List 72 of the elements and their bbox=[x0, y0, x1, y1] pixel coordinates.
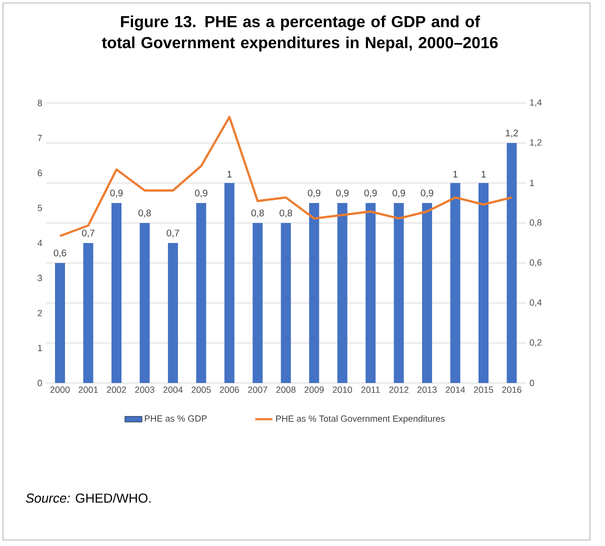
x-tick-label: 2005 bbox=[192, 386, 211, 393]
x-tick-label: 2015 bbox=[474, 386, 494, 393]
bar bbox=[280, 222, 291, 383]
x-tick-label: 2001 bbox=[78, 386, 98, 393]
y-tick-label: 1 bbox=[38, 344, 42, 352]
bar bbox=[394, 202, 404, 383]
y-tick-label: 3 bbox=[38, 274, 42, 282]
data-label: 0,9 bbox=[364, 190, 377, 198]
bar bbox=[337, 202, 348, 383]
bar bbox=[224, 182, 234, 383]
x-tick-label: 2000 bbox=[50, 386, 70, 393]
data-label: 1 bbox=[453, 170, 458, 178]
data-label: 0,8 bbox=[251, 210, 264, 218]
y2-tick-label: 1 bbox=[530, 180, 534, 186]
legend-label: PHE as % GDP bbox=[144, 415, 207, 422]
x-tick-label: 2004 bbox=[163, 386, 183, 393]
data-label: 0,8 bbox=[138, 210, 151, 218]
bar bbox=[111, 202, 122, 383]
data-label: 0,7 bbox=[166, 230, 180, 238]
bar bbox=[252, 222, 263, 383]
bar bbox=[506, 142, 517, 383]
data-label: 0,9 bbox=[420, 190, 434, 198]
x-tick-label: 2016 bbox=[502, 386, 522, 393]
bar bbox=[196, 202, 206, 383]
data-label: 0,6 bbox=[54, 250, 66, 258]
y-tick-label: 4 bbox=[38, 240, 42, 246]
y-tick-label: 5 bbox=[38, 204, 42, 212]
bar bbox=[140, 222, 150, 383]
text: Source: GHED/WHO. bbox=[26, 493, 151, 503]
y2-tick-label: 1,4 bbox=[530, 99, 542, 107]
x-tick-label: 2014 bbox=[446, 386, 466, 393]
x-tick-label: 2009 bbox=[304, 386, 324, 393]
x-tick-label: 2007 bbox=[248, 386, 268, 393]
x-tick-label: 2003 bbox=[135, 386, 154, 393]
bar bbox=[478, 182, 489, 383]
data-label: 0,7 bbox=[82, 230, 94, 238]
x-tick-label: 2006 bbox=[220, 386, 240, 393]
data-label: 0,8 bbox=[280, 210, 292, 218]
x-tick-label: 2010 bbox=[332, 386, 352, 393]
y-tick-label: 2 bbox=[38, 310, 42, 316]
bar bbox=[422, 202, 432, 383]
data-label: 1 bbox=[227, 170, 232, 178]
legend-label: PHE as % Total Government Expenditures bbox=[276, 415, 445, 424]
y-tick-label: 6 bbox=[38, 170, 42, 176]
data-label: 0,9 bbox=[308, 190, 320, 198]
y2-tick-label: 1,2 bbox=[530, 139, 542, 147]
data-label: 0,9 bbox=[110, 190, 123, 198]
chart-title: Figure 13. PHE as a percentage of GDP and of total Government expenditures in Nepal, 2000–2016 bbox=[102, 16, 498, 52]
y2-tick-label: 0,8 bbox=[530, 219, 542, 227]
bar bbox=[450, 182, 460, 383]
data-label: 1,2 bbox=[506, 130, 518, 138]
x-tick-label: 2012 bbox=[389, 386, 408, 393]
x-tick-label: 2008 bbox=[276, 386, 296, 393]
data-label: 0,9 bbox=[336, 190, 349, 198]
y2-tick-label: 0,4 bbox=[530, 299, 542, 307]
y-tick-label: 0 bbox=[38, 380, 42, 386]
bar bbox=[83, 242, 94, 383]
y2-tick-label: 0,2 bbox=[530, 339, 542, 347]
x-tick-label: 2013 bbox=[418, 386, 437, 393]
bar bbox=[309, 202, 320, 383]
y2-tick-label: 0 bbox=[530, 380, 534, 386]
data-label: 0,9 bbox=[194, 190, 208, 198]
y2-tick-label: 0,6 bbox=[530, 259, 542, 267]
x-tick-label: 2002 bbox=[106, 386, 126, 393]
bar bbox=[168, 242, 178, 383]
bar bbox=[55, 262, 66, 383]
y-tick-label: 8 bbox=[38, 100, 42, 106]
x-tick-label: 2011 bbox=[361, 386, 380, 393]
y-tick-label: 7 bbox=[38, 134, 42, 142]
data-label: 1 bbox=[482, 170, 486, 178]
data-label: 0,9 bbox=[392, 190, 405, 198]
bar bbox=[366, 202, 376, 383]
